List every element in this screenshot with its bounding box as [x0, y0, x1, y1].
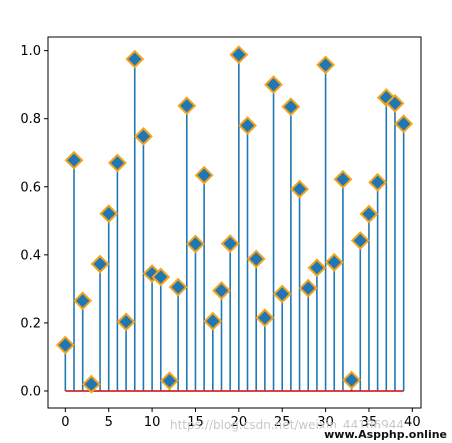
stem-marker	[203, 311, 223, 331]
stem-marker	[64, 150, 84, 170]
ticks-layer: 0 5 10 15 20 25 30 35 40 0.0 0.2 0.4 0.6 0.8 1.0	[20, 44, 420, 430]
x-tick-label: 25	[274, 415, 291, 430]
stem-marker	[246, 249, 266, 269]
stem-marker	[359, 204, 379, 224]
stem-marker	[99, 204, 119, 224]
stem-marker	[368, 172, 388, 192]
stem-marker	[281, 97, 301, 117]
stem-marker	[298, 278, 318, 298]
stem-marker	[212, 281, 231, 300]
stem-marker	[324, 252, 344, 272]
stem-marker	[307, 258, 327, 278]
x-tick-label: 0	[61, 415, 69, 430]
stem-marker	[394, 114, 414, 134]
stem-marker	[385, 93, 405, 113]
stem-marker	[290, 179, 309, 199]
stem-marker	[107, 153, 127, 173]
stem-marker	[342, 370, 362, 390]
x-tick-label: 30	[317, 415, 334, 430]
stem-marker	[350, 231, 370, 250]
stem-marker	[316, 55, 335, 75]
x-tick-label: 35	[361, 415, 378, 430]
stem-marker	[220, 234, 240, 254]
stem-marker	[134, 126, 153, 146]
plot-frame	[47, 36, 422, 409]
x-tick-label: 20	[231, 415, 248, 430]
y-tick-label: 0.6	[20, 180, 41, 195]
stem-marker	[186, 234, 205, 254]
x-tick-label: 40	[404, 415, 421, 430]
y-tick-label: 1.0	[20, 44, 41, 59]
stem-marker	[272, 284, 292, 304]
stem-marker	[90, 254, 110, 274]
y-tick-label: 0.8	[20, 112, 41, 127]
stem-marker	[229, 45, 249, 65]
x-tick-label: 10	[144, 415, 161, 430]
stem-marker	[177, 96, 197, 116]
y-tick-label: 0.4	[20, 248, 41, 263]
stem-marker	[55, 335, 75, 355]
stem-marker	[151, 267, 171, 287]
stem-marker	[238, 116, 257, 135]
stem-marker	[255, 308, 275, 328]
x-tick-label: 5	[105, 415, 113, 430]
stems-layer	[64, 54, 405, 391]
y-tick-label: 0.2	[20, 316, 41, 331]
y-tick-label: 0.0	[20, 384, 41, 399]
stem-marker	[81, 374, 101, 394]
markers-layer	[55, 45, 414, 394]
stem-marker	[264, 75, 283, 95]
stem-marker	[73, 291, 93, 311]
stem-marker	[125, 49, 145, 69]
stem-marker	[116, 312, 136, 332]
stem-marker	[333, 169, 353, 189]
stem-marker	[194, 165, 214, 185]
site-watermark: www.Aspphp.online	[321, 428, 450, 441]
x-tick-label: 15	[187, 415, 204, 430]
stem-marker	[168, 277, 188, 297]
stem-marker	[160, 371, 179, 391]
